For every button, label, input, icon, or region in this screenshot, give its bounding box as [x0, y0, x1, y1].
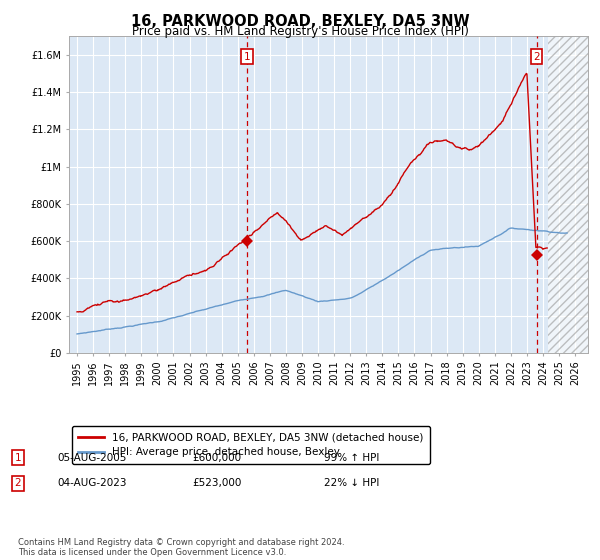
- Text: 1: 1: [14, 452, 22, 463]
- Text: £600,000: £600,000: [192, 452, 241, 463]
- Text: 2: 2: [14, 478, 22, 488]
- Legend: 16, PARKWOOD ROAD, BEXLEY, DA5 3NW (detached house), HPI: Average price, detache: 16, PARKWOOD ROAD, BEXLEY, DA5 3NW (deta…: [71, 426, 430, 464]
- Text: 04-AUG-2023: 04-AUG-2023: [57, 478, 127, 488]
- Text: 05-AUG-2005: 05-AUG-2005: [57, 452, 127, 463]
- Text: 2: 2: [533, 52, 540, 62]
- Text: 1: 1: [244, 52, 251, 62]
- Text: 16, PARKWOOD ROAD, BEXLEY, DA5 3NW: 16, PARKWOOD ROAD, BEXLEY, DA5 3NW: [131, 14, 469, 29]
- Text: 22% ↓ HPI: 22% ↓ HPI: [324, 478, 379, 488]
- Text: 99% ↑ HPI: 99% ↑ HPI: [324, 452, 379, 463]
- Text: Price paid vs. HM Land Registry's House Price Index (HPI): Price paid vs. HM Land Registry's House …: [131, 25, 469, 38]
- Bar: [548, 36, 600, 353]
- Text: Contains HM Land Registry data © Crown copyright and database right 2024.
This d: Contains HM Land Registry data © Crown c…: [18, 538, 344, 557]
- Text: £523,000: £523,000: [192, 478, 241, 488]
